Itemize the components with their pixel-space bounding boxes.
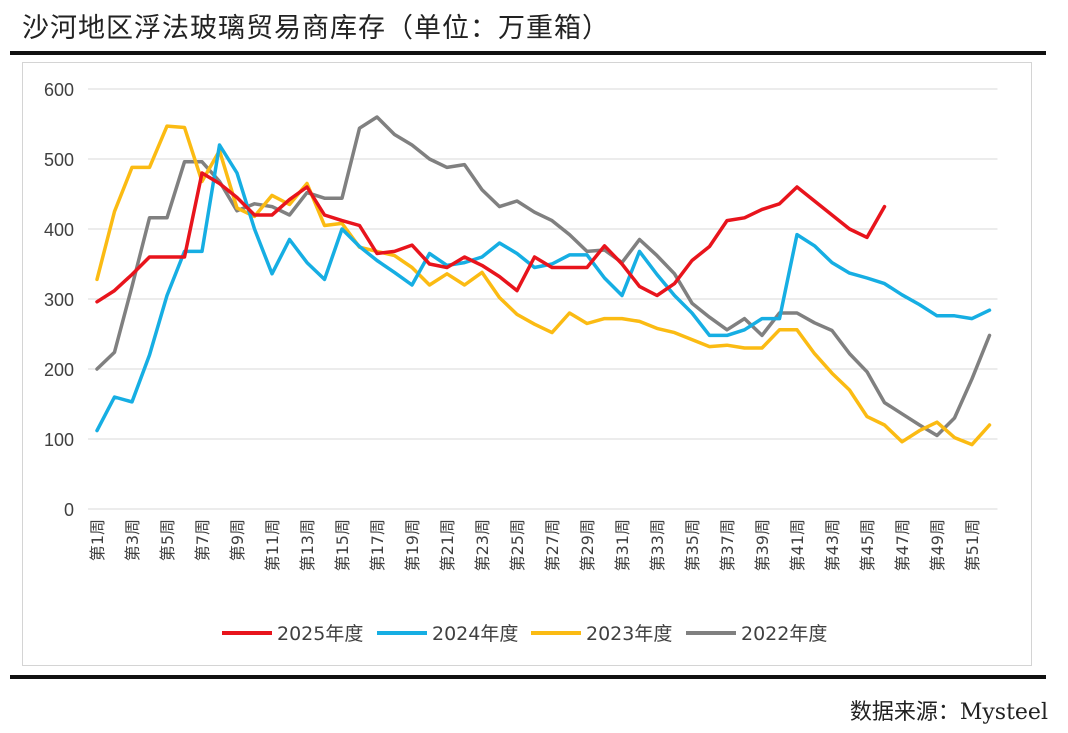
x-tick-label: 第17周 <box>368 519 387 571</box>
y-tick-label: 0 <box>64 500 74 520</box>
x-tick-label: 第7周 <box>193 519 212 561</box>
legend-label: 2024年度 <box>432 623 518 645</box>
y-tick-label: 400 <box>44 220 74 240</box>
series-lines <box>95 115 992 447</box>
x-tick-label: 第43周 <box>823 519 842 571</box>
x-tick-label: 第49周 <box>928 519 947 571</box>
x-tick-label: 第13周 <box>298 519 317 571</box>
legend-label: 2022年度 <box>741 623 827 645</box>
x-tick-label: 第21周 <box>438 519 457 571</box>
legend: 2025年度 2024年度 2023年度 2022年度 <box>222 623 827 645</box>
top-rule <box>10 51 1046 55</box>
x-tick-label: 第35周 <box>683 519 702 571</box>
y-tick-label: 600 <box>44 80 74 100</box>
x-tick-label: 第39周 <box>753 519 772 571</box>
x-tick-label: 第51周 <box>963 519 982 571</box>
x-tick-label: 第15周 <box>333 519 352 571</box>
chart-title: 沙河地区浮法玻璃贸易商库存（单位：万重箱） <box>22 13 610 44</box>
x-tick-label: 第29周 <box>578 519 597 571</box>
x-tick-label: 第11周 <box>263 519 282 571</box>
x-tick-label: 第31周 <box>613 519 632 571</box>
series-line-2024年度 <box>95 143 992 433</box>
x-tick-label: 第23周 <box>473 519 492 571</box>
x-tick-label: 第27周 <box>543 519 562 571</box>
legend-label: 2025年度 <box>277 623 363 645</box>
gridlines <box>88 88 998 510</box>
y-tick-label: 100 <box>44 430 74 450</box>
y-tick-label: 500 <box>44 150 74 170</box>
x-tick-label: 第25周 <box>508 519 527 571</box>
x-tick-label: 第45周 <box>858 519 877 571</box>
x-tick-label: 第1周 <box>88 519 107 561</box>
x-tick-label: 第41周 <box>788 519 807 571</box>
data-source: 数据来源：Mysteel <box>849 700 1048 725</box>
x-tick-label: 第47周 <box>893 519 912 571</box>
legend-label: 2023年度 <box>586 623 672 645</box>
bottom-rule <box>10 675 1046 679</box>
x-tick-label: 第3周 <box>123 519 142 561</box>
x-tick-label: 第37周 <box>718 519 737 571</box>
x-tick-label: 第33周 <box>648 519 667 571</box>
x-tick-label: 第9周 <box>228 519 247 561</box>
y-axis: 0 100 200 300 400 500 600 <box>44 80 74 520</box>
y-tick-label: 200 <box>44 360 74 380</box>
series-line-2023年度 <box>95 124 992 447</box>
series-line-2025年度 <box>95 171 887 304</box>
x-tick-label: 第19周 <box>403 519 422 571</box>
y-tick-label: 300 <box>44 290 74 310</box>
x-tick-label: 第5周 <box>158 519 177 561</box>
x-axis: 第1周 第3周 第5周 第7周 第9周 第11周 第13周 第15周 第17周 第19周 第21周第… <box>88 519 982 571</box>
